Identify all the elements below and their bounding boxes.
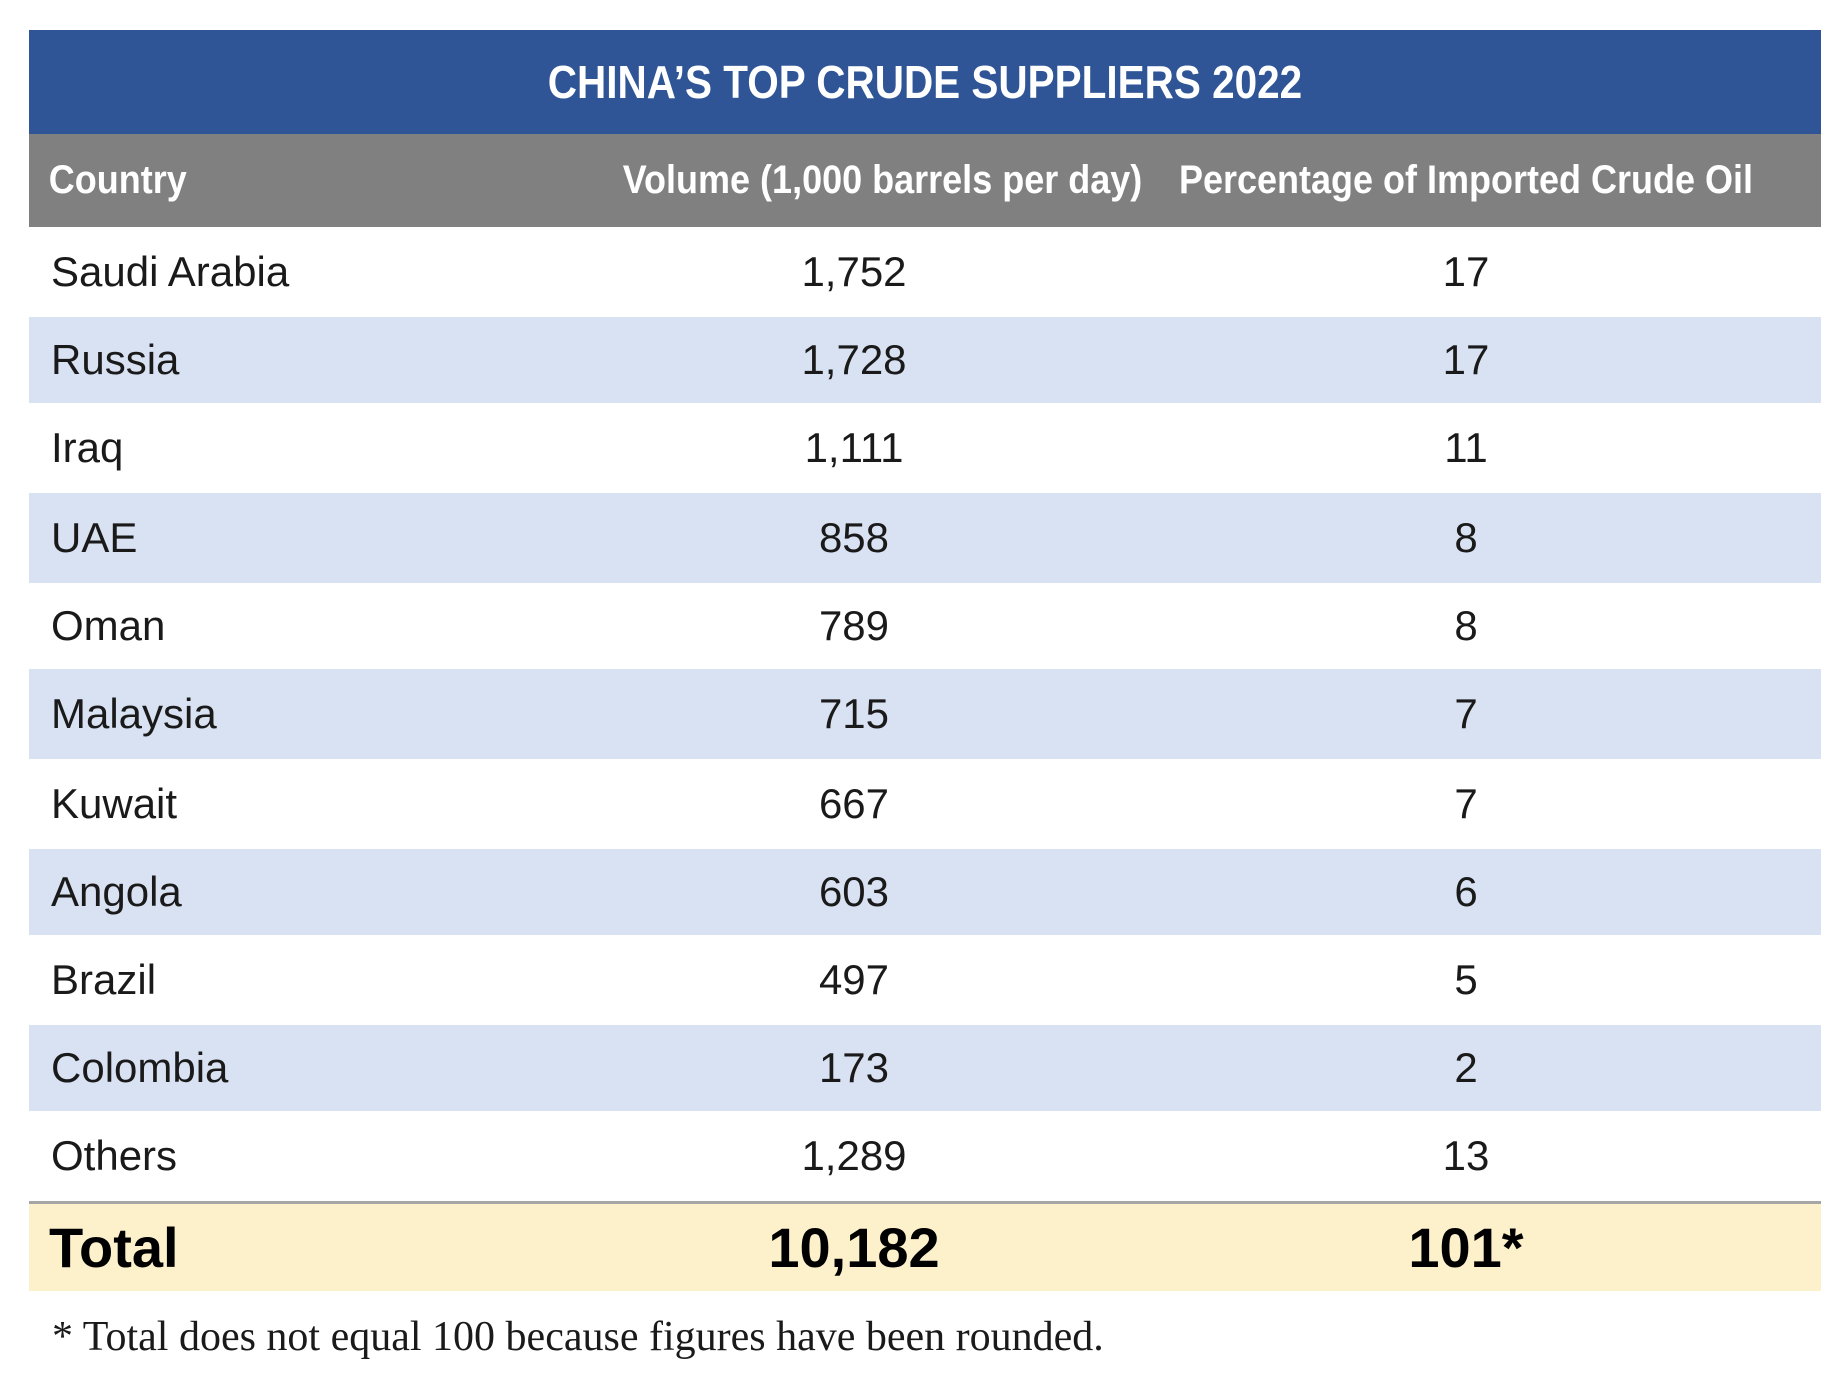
cell-volume: 789	[818, 602, 890, 649]
total-label: Total	[49, 1216, 179, 1279]
cell-volume: 667	[818, 780, 890, 827]
cell-volume: 715	[818, 690, 890, 737]
header-percentage: Percentage of Imported Crude Oil	[1178, 158, 1754, 202]
cell-volume: 1,111	[804, 424, 904, 471]
cell-percentage: 5	[1454, 956, 1478, 1003]
table-row: Saudi Arabia 1,752 17	[29, 227, 1821, 317]
cell-country: Malaysia	[51, 690, 217, 737]
total-volume: 10,182	[768, 1216, 940, 1279]
table-row: Others 1,289 13	[29, 1111, 1821, 1201]
cell-percentage: 7	[1454, 780, 1478, 827]
footnote: * Total does not equal 100 because figur…	[52, 1314, 1104, 1360]
table-header: Country Volume (1,000 barrels per day) P…	[29, 134, 1821, 227]
cell-percentage: 6	[1454, 868, 1478, 915]
cell-percentage: 7	[1454, 690, 1478, 737]
table-row: Oman 789 8	[29, 583, 1821, 669]
supplier-table: CHINA’S TOP CRUDE SUPPLIERS 2022 Country…	[29, 30, 1821, 1291]
cell-volume: 173	[818, 1044, 890, 1091]
header-volume: Volume (1,000 barrels per day)	[622, 158, 1143, 202]
cell-volume: 497	[818, 956, 890, 1003]
cell-volume: 1,752	[801, 248, 907, 295]
cell-percentage: 13	[1442, 1132, 1490, 1179]
table-row: Russia 1,728 17	[29, 317, 1821, 403]
cell-percentage: 17	[1442, 336, 1490, 383]
total-percentage: 101*	[1408, 1216, 1524, 1279]
table-body: Saudi Arabia 1,752 17 Russia 1,728 17 Iraq 1,11…	[29, 227, 1821, 1201]
cell-volume: 603	[818, 868, 890, 915]
cell-percentage: 17	[1442, 248, 1490, 295]
table-row: Brazil 497 5	[29, 935, 1821, 1025]
table-row: Iraq 1,111 11	[29, 403, 1821, 493]
table-row: Malaysia 715 7	[29, 669, 1821, 759]
header-country: Country	[48, 158, 187, 202]
total-row: Total 10,182 101*	[29, 1201, 1821, 1291]
table-title: CHINA’S TOP CRUDE SUPPLIERS 2022	[136, 30, 1714, 134]
cell-country: Saudi Arabia	[51, 248, 290, 295]
cell-percentage: 11	[1444, 424, 1488, 471]
cell-country: UAE	[51, 514, 138, 561]
cell-country: Angola	[51, 868, 182, 915]
table-row: Kuwait 667 7	[29, 759, 1821, 849]
cell-country: Colombia	[51, 1044, 229, 1091]
cell-percentage: 8	[1454, 602, 1478, 649]
table-row: Angola 603 6	[29, 849, 1821, 935]
cell-country: Brazil	[51, 956, 157, 1003]
cell-country: Russia	[51, 336, 180, 383]
cell-volume: 1,289	[801, 1132, 907, 1179]
cell-country: Kuwait	[51, 780, 178, 827]
table-row: UAE 858 8	[29, 493, 1821, 583]
cell-percentage: 8	[1454, 514, 1478, 561]
cell-volume: 858	[818, 514, 890, 561]
cell-country: Oman	[51, 602, 166, 649]
cell-percentage: 2	[1454, 1044, 1478, 1091]
table-row: Colombia 173 2	[29, 1025, 1821, 1111]
cell-volume: 1,728	[801, 336, 907, 383]
cell-country: Iraq	[51, 424, 124, 471]
table-title-bar: CHINA’S TOP CRUDE SUPPLIERS 2022	[29, 30, 1821, 134]
cell-country: Others	[51, 1132, 178, 1179]
